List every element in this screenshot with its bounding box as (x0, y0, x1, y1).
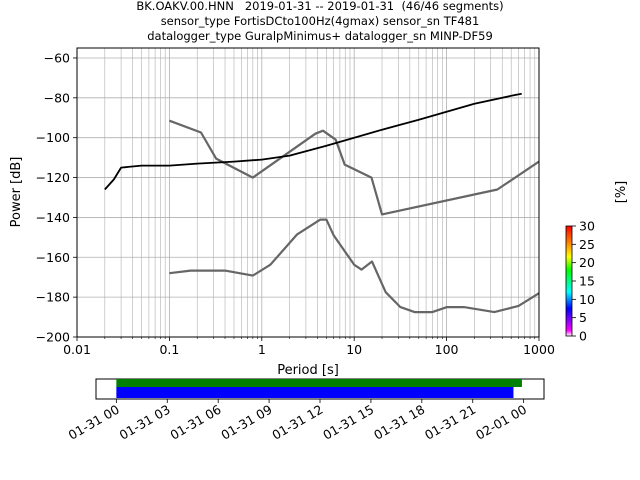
colorbar-tick-label: 0 (579, 329, 587, 344)
x-tick-label: 10 (346, 342, 362, 357)
psd-axes-frame (76, 47, 540, 338)
y-tick-label: −100 (36, 130, 70, 145)
colorbar-tick-label: 25 (579, 237, 595, 252)
y-tick-label: −120 (36, 170, 70, 185)
low-noise-model-line (169, 218, 539, 314)
time-tick-label: 01-31 18 (371, 402, 427, 443)
y-tick-label: −160 (36, 250, 70, 265)
time-tick-label: 01-31 09 (218, 402, 274, 443)
coverage-bar-green (116, 379, 522, 387)
colorbar-tick-label: 30 (579, 219, 595, 234)
chart-title-line-3: datalogger_type GuralpMinimus+ datalogge… (147, 29, 493, 43)
x-tick-label: 1 (258, 342, 266, 357)
y-tick-label: −140 (36, 210, 70, 225)
x-tick-label: 100 (435, 342, 459, 357)
colorbar-label: [%] (614, 181, 629, 204)
time-tick-label: 01-31 03 (117, 402, 173, 443)
colorbar-tick-label: 5 (579, 310, 587, 325)
chart-title-line-2: sensor_type FortisDCto100Hz(4gmax) senso… (160, 14, 480, 28)
time-tick-label: 01-31 15 (320, 402, 376, 443)
time-tick-label: 01-31 12 (269, 402, 325, 443)
coverage-bars (116, 379, 522, 398)
colorbar-tick-label: 10 (579, 292, 595, 307)
mean-line (104, 92, 522, 191)
y-tick-label: −200 (36, 330, 70, 345)
x-tick-label: 0.01 (63, 342, 91, 357)
time-tick-label: 02-01 00 (473, 402, 529, 443)
x-tick-label: 1000 (523, 342, 555, 357)
y-tick-label: −60 (44, 50, 70, 65)
mean-psd-line (104, 92, 522, 191)
noise-models (169, 119, 539, 314)
chart-title-line-1: BK.OAKV.00.HNN 2019-01-31 -- 2019-01-31 … (136, 0, 504, 13)
time-tick-label: 01-31 21 (422, 402, 478, 443)
colorbar-ticks: 0 5 10 15 20 25 30 (572, 219, 595, 344)
psd-plot-area (77, 48, 539, 337)
x-axis-label: Period [s] (277, 363, 339, 378)
high-noise-model-line (169, 119, 539, 216)
y-tick-label: −180 (36, 290, 70, 305)
coverage-bar-blue (116, 387, 514, 398)
y-tick-label: −80 (44, 90, 70, 105)
colorbar-tick-label: 20 (579, 255, 595, 270)
time-tick-label: 01-31 00 (66, 402, 122, 443)
colorbar (565, 225, 573, 337)
time-tick-label: 01-31 06 (168, 402, 224, 443)
x-axis-ticks: 0.01 0.1 1 10 100 1000 (63, 337, 555, 357)
y-axis-ticks: −200 −180 −160 −140 −120 −100 −80 −60 (36, 50, 77, 345)
colorbar-tick-label: 15 (579, 274, 595, 289)
x-tick-label: 0.1 (159, 342, 179, 357)
y-axis-label: Power [dB] (9, 157, 24, 228)
